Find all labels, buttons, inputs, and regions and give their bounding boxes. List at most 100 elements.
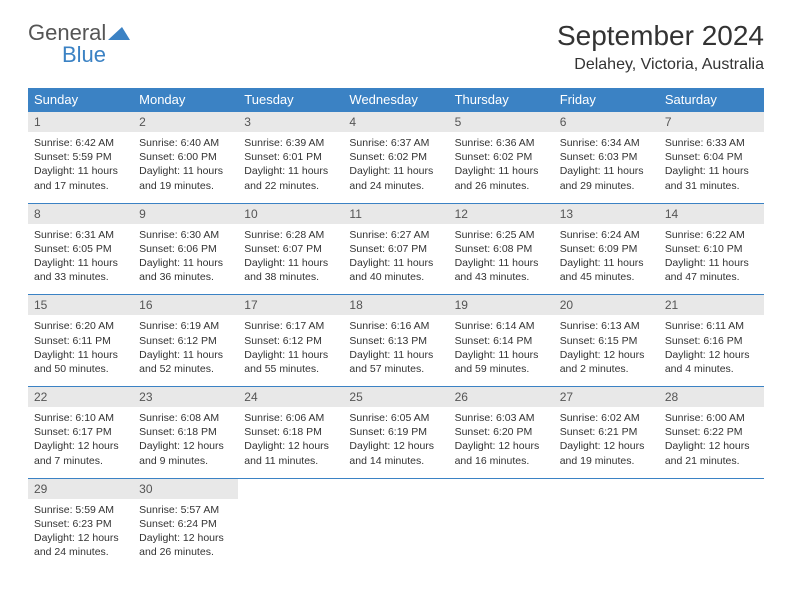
daylight-line: Daylight: 11 hours and 29 minutes. [560, 164, 653, 192]
sunrise-line: Sunrise: 6:14 AM [455, 319, 548, 333]
sunset-line: Sunset: 6:24 PM [139, 517, 232, 531]
sunrise-line: Sunrise: 6:33 AM [665, 136, 758, 150]
sunset-line: Sunset: 6:03 PM [560, 150, 653, 164]
day-number-cell: 11 [343, 203, 448, 224]
sunrise-line: Sunrise: 6:31 AM [34, 228, 127, 242]
daylight-line: Daylight: 12 hours and 7 minutes. [34, 439, 127, 467]
day-detail-cell: Sunrise: 6:31 AMSunset: 6:05 PMDaylight:… [28, 224, 133, 295]
daylight-line: Daylight: 12 hours and 9 minutes. [139, 439, 232, 467]
sunrise-line: Sunrise: 5:59 AM [34, 503, 127, 517]
day-detail-cell: Sunrise: 6:28 AMSunset: 6:07 PMDaylight:… [238, 224, 343, 295]
sunset-line: Sunset: 6:05 PM [34, 242, 127, 256]
day-detail-cell: Sunrise: 6:34 AMSunset: 6:03 PMDaylight:… [554, 132, 659, 203]
day-detail-cell: Sunrise: 6:13 AMSunset: 6:15 PMDaylight:… [554, 315, 659, 386]
daylight-line: Daylight: 11 hours and 55 minutes. [244, 348, 337, 376]
logo: General Blue [28, 20, 130, 68]
dow-wednesday: Wednesday [343, 88, 448, 112]
daylight-line: Daylight: 11 hours and 36 minutes. [139, 256, 232, 284]
dow-monday: Monday [133, 88, 238, 112]
day-detail-cell: Sunrise: 6:40 AMSunset: 6:00 PMDaylight:… [133, 132, 238, 203]
sunrise-line: Sunrise: 6:42 AM [34, 136, 127, 150]
sunset-line: Sunset: 6:20 PM [455, 425, 548, 439]
daylight-line: Daylight: 12 hours and 21 minutes. [665, 439, 758, 467]
day-number-cell: 23 [133, 387, 238, 408]
dow-saturday: Saturday [659, 88, 764, 112]
day-detail-cell: Sunrise: 6:05 AMSunset: 6:19 PMDaylight:… [343, 407, 448, 478]
sunrise-line: Sunrise: 6:10 AM [34, 411, 127, 425]
location: Delahey, Victoria, Australia [557, 56, 764, 74]
sunset-line: Sunset: 6:00 PM [139, 150, 232, 164]
day-number-cell: 16 [133, 295, 238, 316]
day-number-cell: 5 [449, 112, 554, 133]
header: General Blue September 2024 Delahey, Vic… [28, 20, 764, 74]
day-detail-cell: Sunrise: 6:22 AMSunset: 6:10 PMDaylight:… [659, 224, 764, 295]
daynum-row: 22232425262728 [28, 387, 764, 408]
sunset-line: Sunset: 6:02 PM [455, 150, 548, 164]
day-number-cell [659, 478, 764, 499]
day-number-cell: 15 [28, 295, 133, 316]
sunrise-line: Sunrise: 6:37 AM [349, 136, 442, 150]
day-number-cell: 21 [659, 295, 764, 316]
day-detail-cell: Sunrise: 6:24 AMSunset: 6:09 PMDaylight:… [554, 224, 659, 295]
daylight-line: Daylight: 12 hours and 4 minutes. [665, 348, 758, 376]
week-row: Sunrise: 6:42 AMSunset: 5:59 PMDaylight:… [28, 132, 764, 203]
sunset-line: Sunset: 6:22 PM [665, 425, 758, 439]
day-detail-cell: Sunrise: 6:33 AMSunset: 6:04 PMDaylight:… [659, 132, 764, 203]
sunrise-line: Sunrise: 6:06 AM [244, 411, 337, 425]
day-detail-cell: Sunrise: 6:25 AMSunset: 6:08 PMDaylight:… [449, 224, 554, 295]
sunset-line: Sunset: 6:13 PM [349, 334, 442, 348]
sunrise-line: Sunrise: 6:24 AM [560, 228, 653, 242]
daynum-row: 15161718192021 [28, 295, 764, 316]
daylight-line: Daylight: 11 hours and 31 minutes. [665, 164, 758, 192]
sunset-line: Sunset: 6:01 PM [244, 150, 337, 164]
sunset-line: Sunset: 6:08 PM [455, 242, 548, 256]
day-detail-cell: Sunrise: 6:14 AMSunset: 6:14 PMDaylight:… [449, 315, 554, 386]
daylight-line: Daylight: 11 hours and 50 minutes. [34, 348, 127, 376]
day-number-cell: 9 [133, 203, 238, 224]
day-detail-cell [238, 499, 343, 570]
daylight-line: Daylight: 11 hours and 19 minutes. [139, 164, 232, 192]
daylight-line: Daylight: 11 hours and 52 minutes. [139, 348, 232, 376]
day-number-cell: 19 [449, 295, 554, 316]
day-number-cell [449, 478, 554, 499]
sunrise-line: Sunrise: 6:19 AM [139, 319, 232, 333]
day-detail-cell: Sunrise: 6:42 AMSunset: 5:59 PMDaylight:… [28, 132, 133, 203]
daylight-line: Daylight: 11 hours and 45 minutes. [560, 256, 653, 284]
daylight-line: Daylight: 12 hours and 19 minutes. [560, 439, 653, 467]
sunset-line: Sunset: 6:10 PM [665, 242, 758, 256]
title-block: September 2024 Delahey, Victoria, Austra… [557, 20, 764, 74]
daylight-line: Daylight: 12 hours and 16 minutes. [455, 439, 548, 467]
day-number-cell: 18 [343, 295, 448, 316]
daylight-line: Daylight: 11 hours and 40 minutes. [349, 256, 442, 284]
day-number-cell: 6 [554, 112, 659, 133]
day-number-cell [238, 478, 343, 499]
day-number-cell: 4 [343, 112, 448, 133]
day-number-cell: 17 [238, 295, 343, 316]
sunset-line: Sunset: 6:23 PM [34, 517, 127, 531]
sunrise-line: Sunrise: 6:20 AM [34, 319, 127, 333]
day-detail-cell [343, 499, 448, 570]
day-detail-cell: Sunrise: 6:36 AMSunset: 6:02 PMDaylight:… [449, 132, 554, 203]
day-detail-cell: Sunrise: 6:30 AMSunset: 6:06 PMDaylight:… [133, 224, 238, 295]
sunrise-line: Sunrise: 6:27 AM [349, 228, 442, 242]
day-number-cell: 25 [343, 387, 448, 408]
sunrise-line: Sunrise: 6:34 AM [560, 136, 653, 150]
day-number-cell: 24 [238, 387, 343, 408]
sunset-line: Sunset: 6:11 PM [34, 334, 127, 348]
month-title: September 2024 [557, 20, 764, 52]
day-number-cell: 28 [659, 387, 764, 408]
sunrise-line: Sunrise: 5:57 AM [139, 503, 232, 517]
sunset-line: Sunset: 6:06 PM [139, 242, 232, 256]
day-detail-cell: Sunrise: 5:59 AMSunset: 6:23 PMDaylight:… [28, 499, 133, 570]
day-number-cell: 2 [133, 112, 238, 133]
day-detail-cell: Sunrise: 6:27 AMSunset: 6:07 PMDaylight:… [343, 224, 448, 295]
day-detail-cell: Sunrise: 5:57 AMSunset: 6:24 PMDaylight:… [133, 499, 238, 570]
sunrise-line: Sunrise: 6:02 AM [560, 411, 653, 425]
sunrise-line: Sunrise: 6:05 AM [349, 411, 442, 425]
day-number-cell: 3 [238, 112, 343, 133]
day-number-cell: 12 [449, 203, 554, 224]
sunset-line: Sunset: 6:04 PM [665, 150, 758, 164]
day-detail-cell [449, 499, 554, 570]
dow-sunday: Sunday [28, 88, 133, 112]
daylight-line: Daylight: 11 hours and 17 minutes. [34, 164, 127, 192]
